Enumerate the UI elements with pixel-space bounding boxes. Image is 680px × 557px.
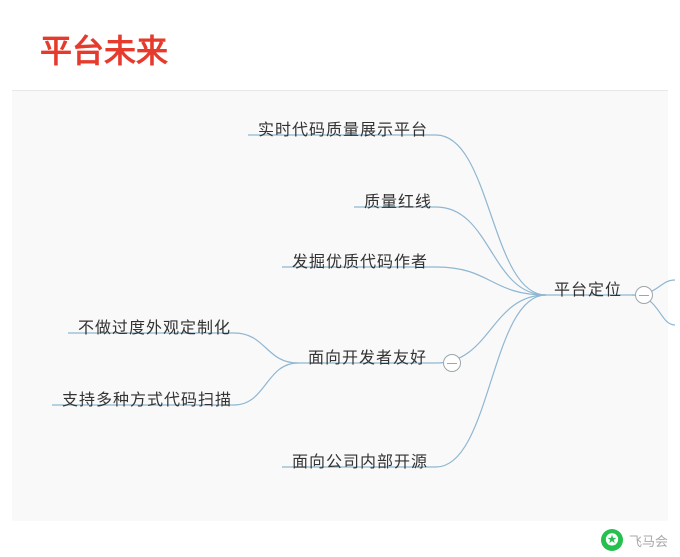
branch-node[interactable]: 面向开发者友好 <box>308 344 427 368</box>
root-collapse-toggle[interactable] <box>635 286 653 304</box>
footer: ✪ 飞马会 <box>601 529 668 551</box>
page-title: 平台未来 <box>40 26 168 72</box>
minus-icon <box>447 363 457 364</box>
child-node[interactable]: 不做过度外观定制化 <box>78 314 231 338</box>
child-node[interactable]: 支持多种方式代码扫描 <box>62 386 232 410</box>
branch-node[interactable]: 实时代码质量展示平台 <box>258 116 428 140</box>
footer-text: 飞马会 <box>629 531 668 550</box>
minus-icon <box>639 295 649 296</box>
branch-node[interactable]: 质量红线 <box>364 188 432 212</box>
branch-collapse-toggle[interactable] <box>443 354 461 372</box>
branch-node[interactable]: 发掘优质代码作者 <box>292 248 428 272</box>
mindmap-root-node[interactable]: 平台定位 <box>554 276 622 300</box>
branch-node[interactable]: 面向公司内部开源 <box>292 448 428 472</box>
footer-logo-icon: ✪ <box>601 529 623 551</box>
